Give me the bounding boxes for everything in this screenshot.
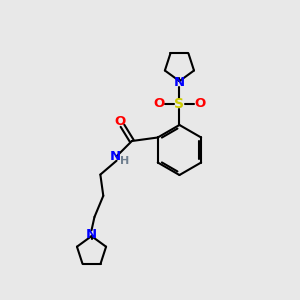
Text: O: O [194, 97, 206, 110]
Text: S: S [174, 97, 184, 111]
Text: O: O [153, 97, 164, 110]
Text: H: H [120, 156, 129, 166]
Text: N: N [110, 150, 121, 163]
Text: N: N [174, 76, 185, 89]
Text: N: N [86, 228, 97, 241]
Text: O: O [115, 115, 126, 128]
